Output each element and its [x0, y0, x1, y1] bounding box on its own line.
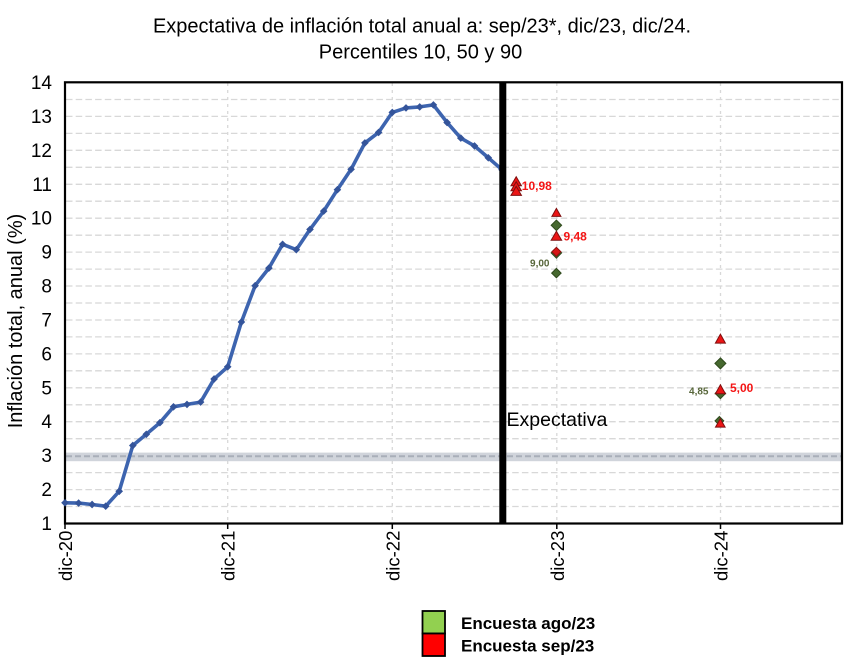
svg-text:Expectativa de inflación total: Expectativa de inflación total anual a: …: [153, 16, 691, 38]
svg-text:6: 6: [41, 344, 52, 365]
svg-text:3: 3: [41, 446, 52, 467]
svg-text:4: 4: [41, 412, 52, 433]
svg-text:dic-20: dic-20: [55, 531, 76, 581]
svg-text:dic-22: dic-22: [382, 531, 403, 581]
svg-text:8: 8: [41, 277, 52, 298]
svg-text:7: 7: [41, 311, 52, 332]
svg-text:12: 12: [31, 141, 52, 162]
svg-text:9: 9: [41, 243, 52, 264]
svg-text:dic-21: dic-21: [218, 531, 239, 581]
svg-text:1: 1: [41, 514, 52, 535]
svg-text:Expectativa: Expectativa: [507, 409, 608, 431]
svg-text:2: 2: [41, 480, 52, 501]
svg-text:Encuesta ago/23: Encuesta ago/23: [461, 614, 595, 633]
svg-text:10,98: 10,98: [522, 179, 552, 193]
svg-text:dic-24: dic-24: [711, 531, 732, 581]
svg-text:9,00: 9,00: [530, 259, 550, 270]
svg-text:Inflación total, anual (%): Inflación total, anual (%): [5, 214, 27, 429]
svg-text:Percentiles 10, 50 y 90: Percentiles 10, 50 y 90: [319, 42, 522, 64]
svg-text:4,85: 4,85: [689, 387, 709, 398]
svg-text:11: 11: [32, 175, 52, 196]
svg-text:dic-23: dic-23: [547, 531, 568, 581]
svg-text:9,48: 9,48: [564, 229, 588, 243]
svg-text:5,00: 5,00: [730, 381, 754, 395]
svg-text:Encuesta sep/23: Encuesta sep/23: [461, 637, 594, 656]
svg-text:14: 14: [31, 73, 53, 94]
svg-text:5: 5: [41, 378, 52, 399]
svg-text:10: 10: [31, 209, 52, 230]
svg-text:13: 13: [31, 107, 52, 128]
